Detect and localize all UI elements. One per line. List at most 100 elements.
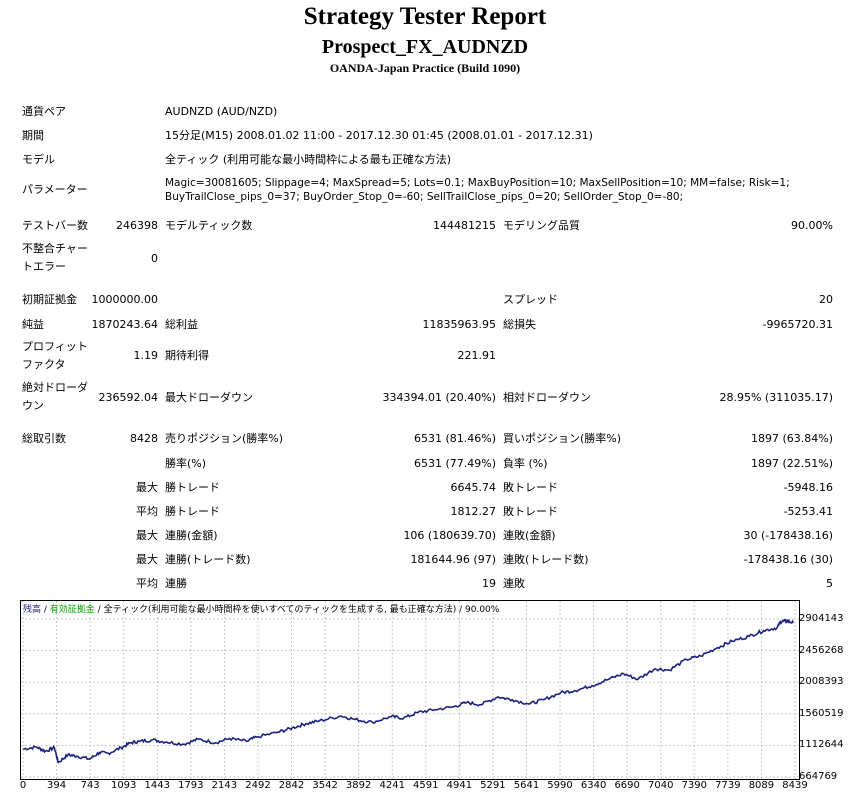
consec-loss-amount-label: 連敗(金額) [503, 529, 556, 542]
gross-profit-value: 11835963.95 [422, 318, 496, 331]
consec-win-count-label: 連勝(トレード数) [165, 553, 251, 566]
x-tick-label: 5641 [513, 780, 540, 791]
spread-value: 20 [819, 293, 833, 306]
x-tick-label: 743 [80, 780, 100, 791]
model-value: 全ティック (利用可能な最小時間枠による最も正確な方法) [165, 153, 452, 166]
legend-sep-3: / [456, 605, 466, 615]
consec-loss-count-value: -178438.16 (30) [743, 553, 833, 566]
bars-label: テストバー数 [22, 219, 88, 232]
x-tick-label: 5291 [480, 780, 506, 791]
gross-loss-value: -9965720.31 [762, 318, 833, 331]
symbol-value: AUDNZD (AUD/NZD) [165, 105, 278, 118]
legend-sep-2: / [94, 605, 104, 615]
consec-loss-amount-value: 30 (-178438.16) [743, 529, 833, 542]
max-loss-value: -5948.16 [783, 481, 833, 494]
avg-win-label: 勝トレード [165, 505, 220, 518]
symbol-label: 通貨ペア [22, 105, 66, 118]
report-title: Strategy Tester Report [303, 3, 547, 30]
expected-payoff-label: 期待利得 [165, 349, 209, 362]
avg-label-1: 平均 [136, 505, 158, 518]
bars-value: 246398 [116, 219, 158, 232]
consec-win-amount-value: 106 (180639.70) [403, 529, 496, 542]
profit-factor-value: 1.19 [133, 349, 159, 362]
x-tick-label: 1793 [178, 780, 204, 791]
avg-label-2: 平均 [136, 577, 158, 590]
x-tick-label: 1093 [110, 780, 137, 791]
x-tick-label: 2842 [278, 780, 305, 791]
consec-losses-value: 5 [826, 577, 833, 590]
quality-label: モデリング品質 [503, 219, 580, 232]
loss-rate-label: 負率 (%) [503, 457, 548, 470]
x-tick-label: 1443 [144, 780, 170, 791]
max-loss-label: 敗トレード [503, 481, 558, 494]
long-positions-label: 買いポジション(勝率%) [503, 432, 622, 445]
gross-loss-label: 総損失 [503, 318, 536, 331]
max-label-1: 最大 [136, 481, 158, 494]
legend-sep-1: / [41, 605, 50, 615]
period-label: 期間 [22, 129, 44, 142]
ticks-value: 144481215 [433, 219, 496, 232]
abs-drawdown-label: 絶対ドローダウン [22, 381, 88, 412]
x-tick-label: 8439 [782, 780, 808, 791]
consec-losses-label: 連敗 [503, 577, 525, 590]
long-positions-value: 1897 (63.84%) [750, 432, 833, 445]
ticks-label: モデルティック数 [165, 219, 253, 232]
gross-profit-label: 総利益 [165, 318, 198, 331]
y-tick-label: 1112644 [799, 739, 844, 751]
y-tick-label: 664769 [799, 771, 838, 782]
x-tick-label: 3892 [345, 780, 372, 791]
rel-drawdown-label: 相対ドローダウン [503, 391, 591, 404]
params-label: パラメーター [22, 183, 88, 196]
avg-loss-value: -5253.41 [783, 505, 833, 518]
avg-loss-label: 敗トレード [503, 505, 558, 518]
x-tick-label: 2143 [211, 780, 238, 791]
legend-balance: 残高 [23, 605, 42, 615]
mismatch-value: 0 [151, 252, 158, 265]
consec-wins-label: 連勝 [165, 577, 187, 590]
deposit-value: 1000000.00 [91, 293, 158, 306]
model-label: モデル [22, 153, 55, 166]
win-rate-value: 6531 (77.49%) [413, 457, 496, 470]
period-value: 15分足(M15) 2008.01.02 11:00 - 2017.12.30 … [165, 129, 593, 142]
legend-equity: 有効証拠金 [49, 605, 95, 615]
x-tick-label: 5990 [547, 780, 573, 791]
params-line-1: Magic=30081605; Slippage=4; MaxSpread=5;… [165, 177, 790, 189]
win-rate-label: 勝率(%) [165, 457, 207, 470]
chart-plot [21, 601, 799, 779]
rel-drawdown-value: 28.95% (311035.17) [719, 391, 833, 404]
x-tick-label: 3542 [312, 780, 338, 791]
x-tick-label: 4241 [379, 780, 405, 791]
max-win-value: 6645.74 [450, 481, 497, 494]
legend-model: 全ティック(利用可能な最小時間枠を使いすべてのティックを生成する, 最も正確な方… [103, 605, 457, 615]
x-tick-label: 4941 [446, 780, 473, 791]
x-tick-label: 4591 [413, 780, 439, 791]
short-positions-value: 6531 (81.46%) [413, 432, 496, 445]
consec-win-count-value: 181644.96 (97) [410, 553, 496, 566]
max-drawdown-label: 最大ドローダウン [165, 391, 253, 404]
total-trades-value: 8428 [130, 432, 158, 445]
x-tick-label: 7040 [648, 780, 674, 791]
mismatch-label: 不整合チャートエラー [22, 242, 88, 273]
max-label-2: 最大 [136, 529, 158, 542]
x-tick-label: 7739 [715, 780, 741, 791]
consec-wins-value: 19 [482, 577, 496, 590]
params-line-2: BuyTrailClose_pips_0=37; BuyOrder_Stop_0… [165, 191, 684, 203]
max-drawdown-value: 334394.01 (20.40%) [382, 391, 496, 404]
net-profit-value: 1870243.64 [91, 318, 158, 331]
x-tick-label: 8089 [748, 780, 775, 791]
ea-name: Prospect_FX_AUDNZD [321, 36, 529, 58]
loss-rate-value: 1897 (22.51%) [750, 457, 833, 470]
avg-win-value: 1812.27 [450, 505, 497, 518]
balance-series-line [22, 618, 794, 764]
max-win-label: 勝トレード [165, 481, 220, 494]
x-tick-label: 6690 [614, 780, 640, 791]
y-tick-label: 2456268 [799, 644, 844, 656]
consec-win-amount-label: 連勝(金額) [165, 529, 218, 542]
total-trades-label: 総取引数 [22, 432, 66, 445]
max-label-3: 最大 [136, 553, 158, 566]
y-tick-label: 2008393 [799, 676, 844, 688]
x-tick-label: 7390 [681, 780, 708, 791]
net-profit-label: 純益 [22, 318, 44, 331]
y-tick-label: 2904143 [799, 613, 844, 624]
server-name: OANDA-Japan Practice (Build 1090) [329, 61, 521, 75]
